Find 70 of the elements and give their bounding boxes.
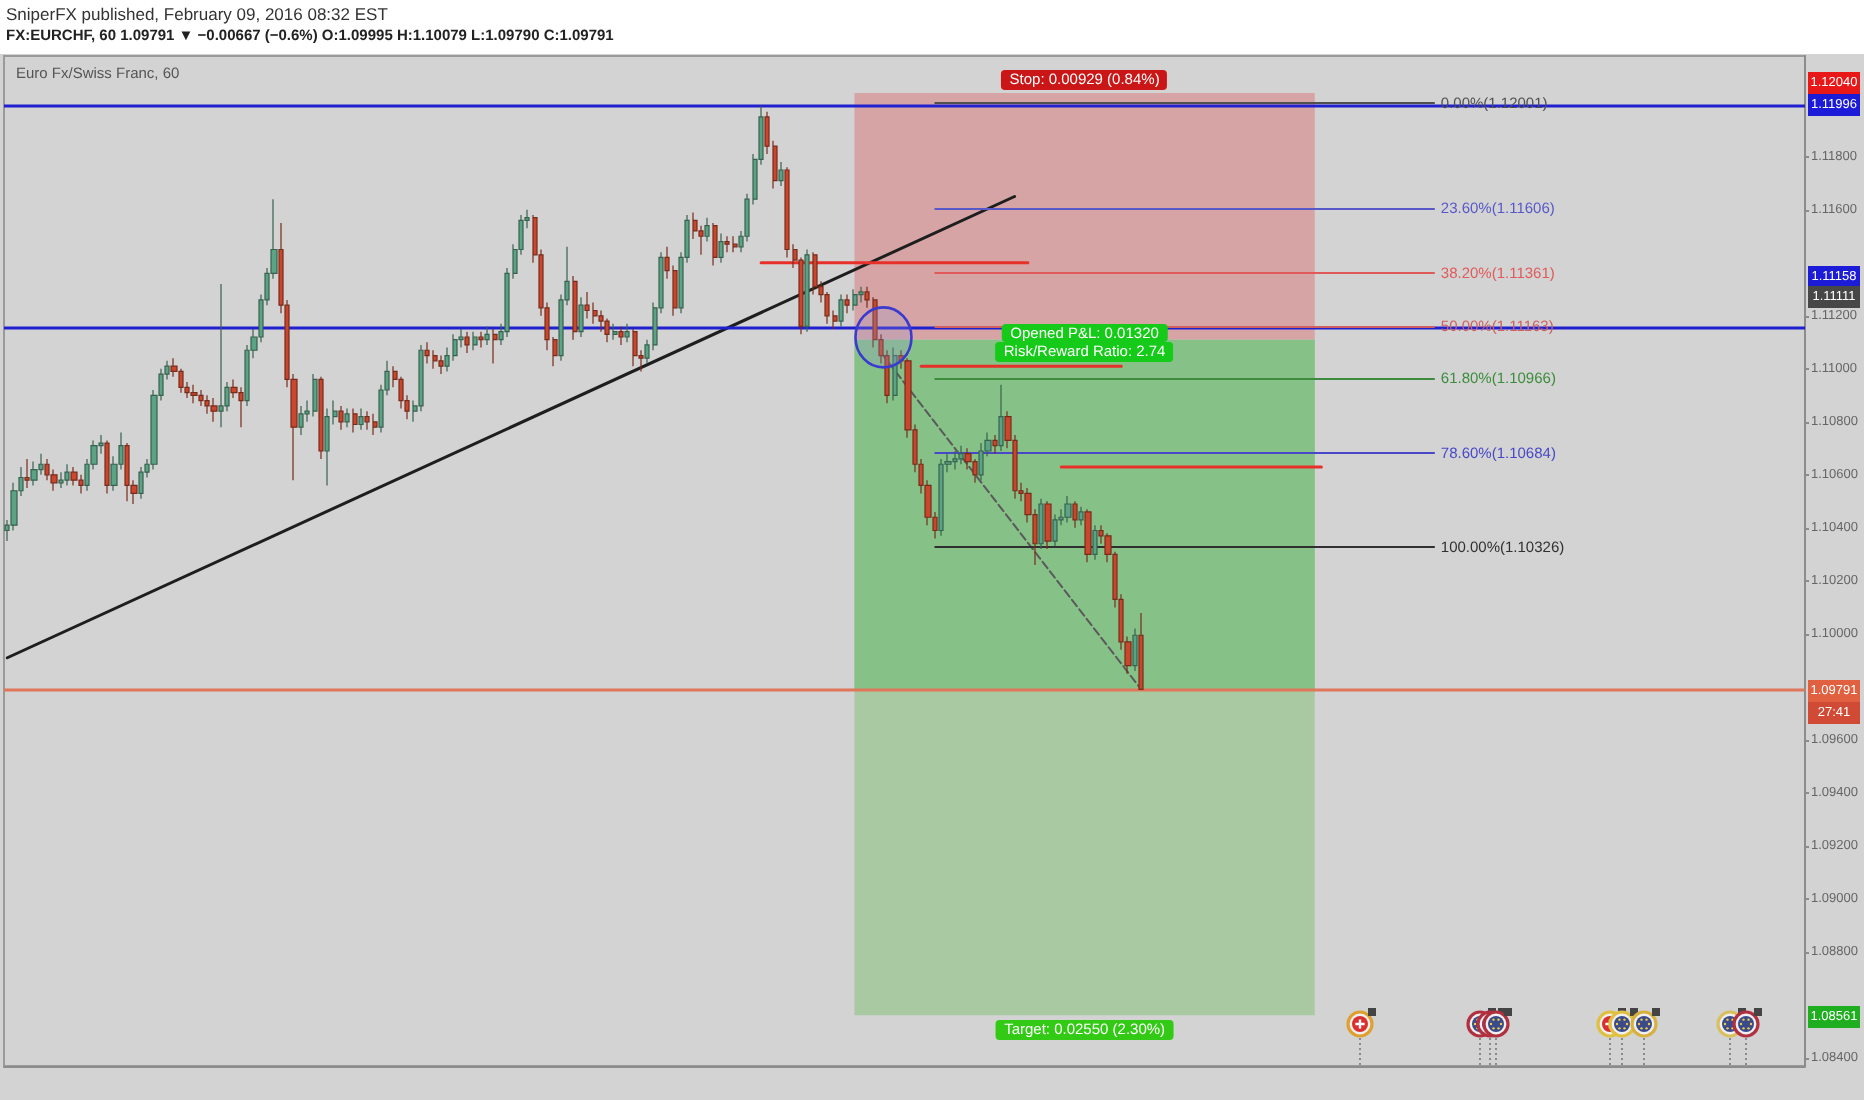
candlestick xyxy=(952,450,958,471)
candlestick xyxy=(78,474,84,494)
candlestick xyxy=(472,331,478,351)
candlestick xyxy=(338,405,344,431)
candlestick xyxy=(190,384,198,404)
candlestick xyxy=(238,386,244,428)
candlestick xyxy=(104,439,110,494)
candlestick xyxy=(1138,612,1144,691)
candlestick xyxy=(724,235,730,253)
candlestick xyxy=(992,434,998,455)
candlestick xyxy=(478,331,484,349)
candlestick xyxy=(344,407,350,428)
candlestick xyxy=(572,275,578,341)
candlestick xyxy=(938,458,944,537)
candlestick xyxy=(838,293,844,327)
candlestick xyxy=(844,293,850,314)
candlestick xyxy=(778,161,784,187)
candlestick xyxy=(1132,628,1138,672)
candlestick xyxy=(718,233,724,264)
candlestick xyxy=(438,354,444,375)
candlestick xyxy=(352,407,358,434)
candlestick xyxy=(318,376,324,460)
candlestick xyxy=(24,458,30,489)
candlestick xyxy=(58,471,64,489)
candlestick xyxy=(1038,498,1044,550)
candlestick xyxy=(1092,524,1098,561)
candlestick xyxy=(298,405,304,436)
candlestick xyxy=(424,341,430,365)
candlestick xyxy=(358,407,364,431)
candlestick xyxy=(632,328,638,367)
candlestick xyxy=(210,397,218,423)
candlestick xyxy=(1052,514,1058,548)
candlestick xyxy=(998,384,1004,452)
candlestick xyxy=(30,460,38,487)
candlestick xyxy=(1072,500,1078,529)
candlestick xyxy=(372,413,378,436)
candlestick xyxy=(464,331,470,354)
candlestick xyxy=(704,217,710,243)
candlestick xyxy=(364,410,370,431)
candlestick xyxy=(852,288,858,312)
candlestick xyxy=(484,325,490,346)
candlestick xyxy=(198,389,204,407)
candlestick xyxy=(612,323,618,341)
candlestick xyxy=(958,445,964,465)
candlestick xyxy=(138,466,144,500)
candlestick xyxy=(1064,495,1072,524)
candlestick xyxy=(312,373,318,418)
candlestick xyxy=(732,235,738,253)
candlestick xyxy=(1078,506,1084,526)
candlestick xyxy=(64,463,70,487)
candlestick xyxy=(1044,500,1052,550)
text: SniperFX published, February 09, 2016 08:32 EST xyxy=(6,4,388,24)
candlestick xyxy=(812,251,818,296)
candlestick xyxy=(584,291,590,320)
candlestick xyxy=(578,296,584,338)
candlestick xyxy=(1084,508,1092,563)
candlestick xyxy=(124,442,130,502)
candlestick xyxy=(892,347,898,402)
candlestick xyxy=(324,407,330,487)
candlestick xyxy=(624,323,630,343)
candlestick xyxy=(604,317,610,343)
candlestick xyxy=(70,466,78,487)
candlestick xyxy=(432,349,438,370)
candlestick xyxy=(618,325,624,346)
candlestick xyxy=(492,328,498,365)
candlestick xyxy=(218,283,224,428)
candlestick xyxy=(858,286,864,304)
candlestick xyxy=(712,222,718,267)
candlestick xyxy=(804,248,810,333)
candlestick xyxy=(204,394,210,415)
